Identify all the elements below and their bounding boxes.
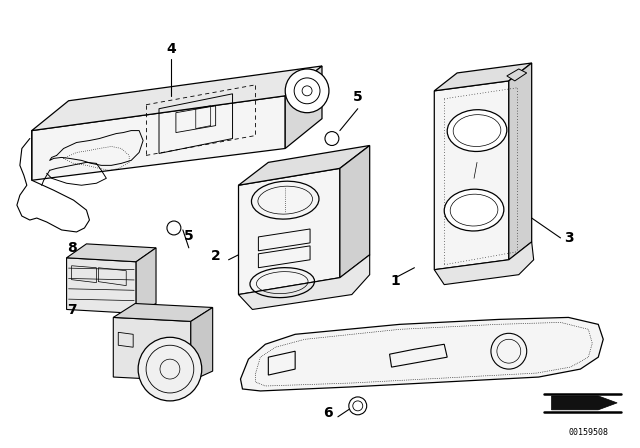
Polygon shape [239,255,370,310]
Polygon shape [32,66,322,130]
Text: 5: 5 [353,90,363,104]
Polygon shape [285,66,322,148]
Polygon shape [507,69,527,81]
Polygon shape [113,318,191,381]
Polygon shape [552,396,617,410]
Polygon shape [239,146,370,185]
Text: 4: 4 [166,42,176,56]
Polygon shape [67,258,136,314]
Polygon shape [67,244,156,262]
Text: 2: 2 [211,249,221,263]
Polygon shape [340,146,370,278]
Circle shape [325,132,339,146]
Polygon shape [435,63,532,91]
Ellipse shape [444,189,504,231]
Polygon shape [113,303,212,321]
Text: 6: 6 [323,406,333,420]
Polygon shape [241,318,604,391]
Text: 00159508: 00159508 [568,428,609,437]
Circle shape [167,221,181,235]
Text: 1: 1 [390,274,401,288]
Polygon shape [32,96,285,180]
Polygon shape [136,248,156,314]
Text: 3: 3 [564,231,573,245]
Polygon shape [509,63,532,260]
Polygon shape [239,168,340,294]
Polygon shape [435,81,509,270]
Circle shape [349,397,367,415]
Text: 5: 5 [184,229,194,243]
Text: 8: 8 [67,241,76,255]
Text: 7: 7 [67,303,76,318]
Polygon shape [191,307,212,381]
Polygon shape [435,242,534,284]
Circle shape [138,337,202,401]
Ellipse shape [447,110,507,151]
Circle shape [285,69,329,113]
